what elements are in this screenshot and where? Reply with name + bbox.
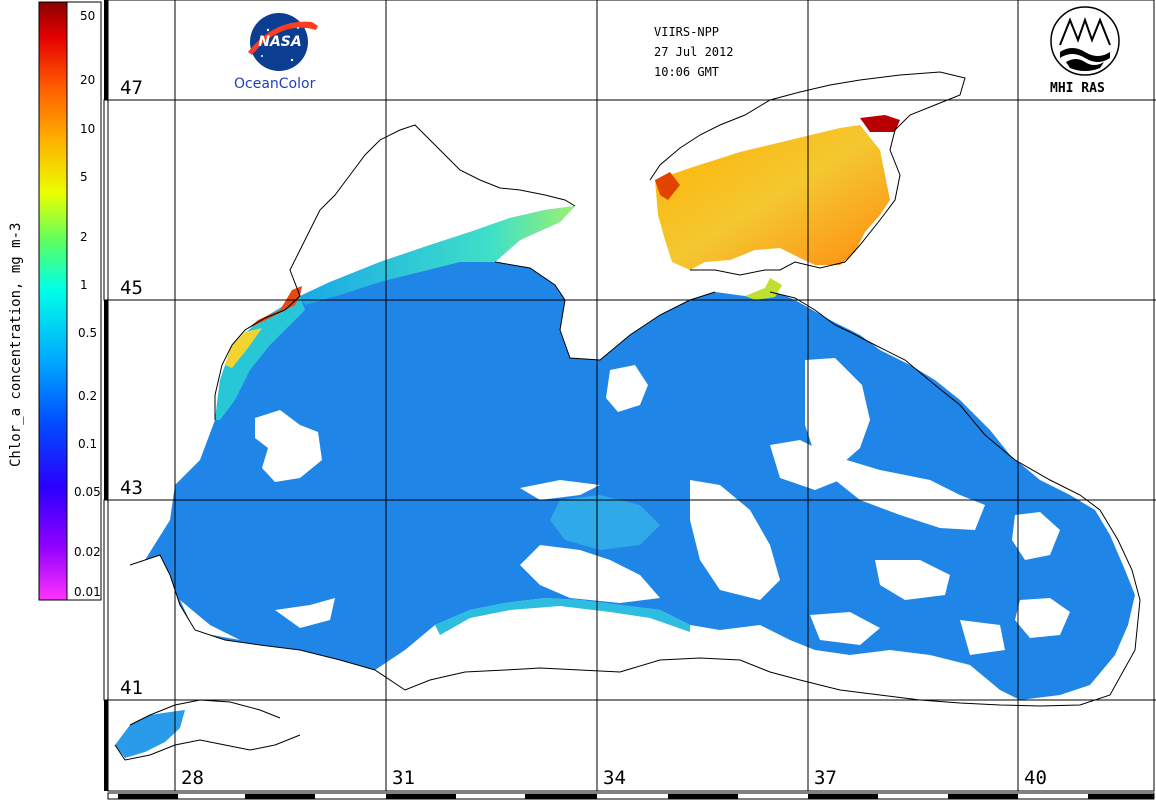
kerch-strait-water xyxy=(745,278,782,300)
colorbar xyxy=(38,1,102,601)
sea-of-marmara-water xyxy=(115,710,185,758)
longitude-label-37: 37 xyxy=(812,767,839,789)
sea-of-azov-water xyxy=(655,125,890,270)
colorbar-tick-1: 1 xyxy=(80,278,88,292)
danube-plume xyxy=(240,286,302,335)
latitude-label-47: 47 xyxy=(118,77,145,99)
longitude-label-40: 40 xyxy=(1022,767,1049,789)
colorbar-tick-50: 50 xyxy=(80,9,96,23)
nasa-logo-text: NASA xyxy=(258,34,302,50)
colorbar-tick-10: 10 xyxy=(80,122,96,136)
colorbar-tick-2: 2 xyxy=(80,230,88,244)
azov-red-plume xyxy=(860,115,900,132)
colorbar-tick-0.05: 0.05 xyxy=(74,485,101,499)
south-coast-water xyxy=(435,598,690,635)
oceancolor-label: OceanColor xyxy=(234,76,316,92)
longitude-label-28: 28 xyxy=(179,767,206,789)
map-frame xyxy=(103,0,1155,800)
longitude-label-34: 34 xyxy=(601,767,628,789)
central-eddy xyxy=(550,495,660,550)
longitude-label-31: 31 xyxy=(390,767,417,789)
colorbar-tick-0.1: 0.1 xyxy=(78,437,98,451)
colorbar-title: Chlor_a concentration, mg m-3 xyxy=(8,222,24,467)
nasa-logo xyxy=(248,13,318,71)
colorbar-tick-20: 20 xyxy=(80,73,96,87)
time-label: 10:06 GMT xyxy=(654,65,720,79)
colorbar-ramp xyxy=(38,1,68,601)
colorbar-tick-0.02: 0.02 xyxy=(74,545,101,559)
latitude-label-41: 41 xyxy=(118,677,145,699)
sensor-label: VIIRS-NPP xyxy=(654,25,720,39)
coastline xyxy=(114,71,1141,761)
colorbar-tick-0.5: 0.5 xyxy=(78,326,98,340)
cloud-gaps xyxy=(180,358,1070,655)
mhi-ras-label: MHI RAS xyxy=(1050,81,1105,96)
west-coast-water xyxy=(215,296,305,420)
danube-plume-yellow xyxy=(225,328,262,368)
colorbar-tick-0.01: 0.01 xyxy=(74,585,101,599)
graticule xyxy=(108,0,1156,791)
nw-shelf-water xyxy=(300,206,575,305)
latitude-label-43: 43 xyxy=(118,477,145,499)
azov-south-red xyxy=(655,172,680,200)
colorbar-tick-0.2: 0.2 xyxy=(78,389,98,403)
mhi-ras-logo xyxy=(1050,6,1120,76)
colorbar-tick-5: 5 xyxy=(80,170,88,184)
date-label: 27 Jul 2012 xyxy=(654,45,734,59)
latitude-label-45: 45 xyxy=(118,277,145,299)
